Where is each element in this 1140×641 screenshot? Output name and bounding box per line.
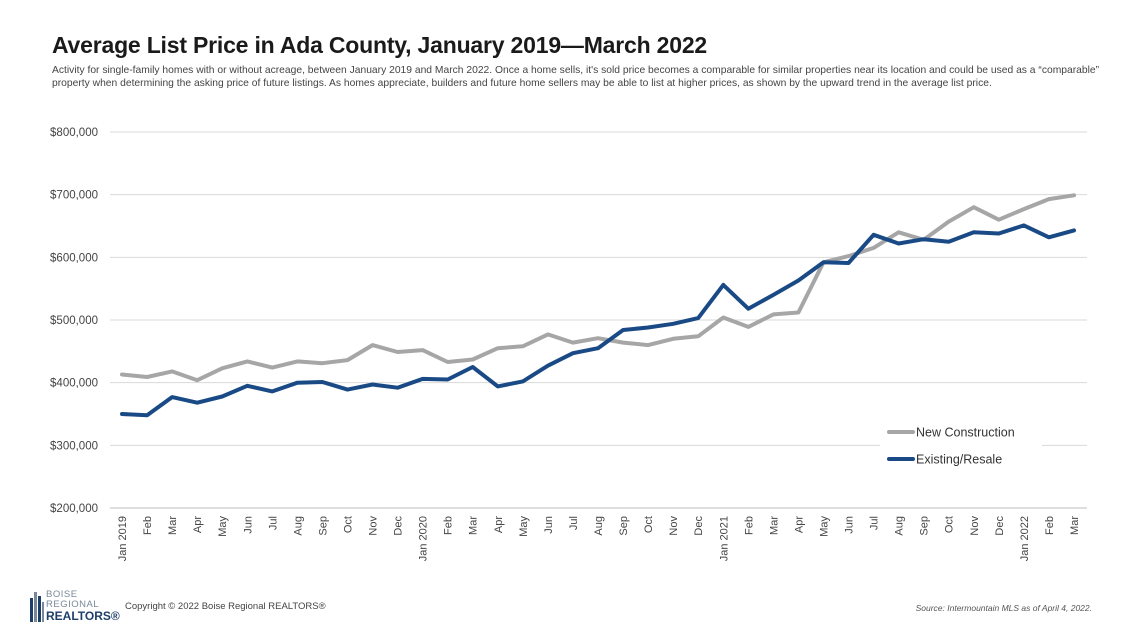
x-tick-label: Jul	[869, 516, 881, 530]
x-tick-label: Mar	[768, 516, 780, 535]
x-tick-label: Oct	[643, 516, 655, 533]
x-tick-label: Jun	[844, 516, 856, 534]
y-tick-label: $800,000	[50, 127, 98, 139]
logo-line-3: REALTORS®	[46, 609, 120, 623]
x-tick-label: Dec	[994, 516, 1006, 536]
x-tick-label: Feb	[443, 516, 455, 535]
x-tick-label: Jan 2022	[1019, 516, 1031, 561]
x-tick-label: Aug	[593, 516, 605, 536]
x-tick-label: Nov	[668, 516, 680, 536]
x-tick-label: May	[518, 516, 530, 537]
x-tick-label: Jan 2020	[418, 516, 430, 561]
chart-subtitle: Activity for single-family homes with or…	[52, 65, 1100, 89]
building-icon	[30, 592, 44, 622]
x-tick-label: Jun	[242, 516, 254, 534]
x-tick-label: Apr	[192, 516, 204, 533]
logo-line-2: REGIONAL	[46, 599, 100, 610]
y-tick-label: $700,000	[50, 190, 98, 202]
legend: New Construction Existing/Resale	[880, 420, 1042, 474]
x-tick-label: Nov	[969, 516, 981, 536]
x-tick-label: Jul	[568, 516, 580, 530]
legend-label: Existing/Resale	[916, 453, 1002, 467]
x-tick-label: Nov	[368, 516, 380, 536]
x-tick-label: Jan 2019	[117, 516, 129, 561]
brand-logo: BOISE REGIONAL REALTORS®	[30, 588, 125, 624]
x-tick-label: May	[217, 516, 229, 537]
legend-label: New Construction	[916, 426, 1015, 440]
series-lines	[120, 193, 1076, 418]
copyright-text: Copyright © 2022 Boise Regional REALTORS…	[125, 601, 326, 612]
x-tick-label: Jan 2021	[718, 516, 730, 561]
x-tick-label: Aug	[894, 516, 906, 536]
x-axis-ticks: Jan 2019 Feb Mar Apr May Jun Jul Aug Sep Oct Nov De…	[117, 516, 1081, 562]
x-tick-label: Sep	[618, 516, 630, 536]
y-axis-ticks: $200,000 $300,000 $400,000 $500,000 $600,000…	[50, 127, 98, 515]
x-tick-label: Dec	[393, 516, 405, 536]
x-tick-label: Oct	[944, 516, 956, 533]
x-tick-label: May	[818, 516, 830, 537]
source-note: Source: Intermountain MLS as of April 4,…	[915, 603, 1092, 613]
legend-box	[880, 420, 1042, 474]
x-tick-label: Apr	[793, 516, 805, 533]
x-tick-label: Dec	[693, 516, 705, 536]
x-tick-label: Sep	[317, 516, 329, 536]
x-tick-label: Mar	[1069, 516, 1081, 535]
x-tick-label: Feb	[1044, 516, 1056, 535]
x-tick-label: Jul	[267, 516, 279, 530]
y-tick-label: $500,000	[50, 315, 98, 327]
x-tick-label: Feb	[142, 516, 154, 535]
y-tick-label: $300,000	[50, 440, 98, 452]
x-tick-label: Jun	[543, 516, 555, 534]
x-tick-label: Mar	[468, 516, 480, 535]
y-tick-label: $600,000	[50, 252, 98, 264]
chart-title: Average List Price in Ada County, Januar…	[52, 32, 708, 58]
series-line-new-construction	[120, 193, 1076, 383]
y-tick-label: $400,000	[50, 378, 98, 390]
y-tick-label: $200,000	[50, 503, 98, 515]
x-tick-label: Aug	[292, 516, 304, 536]
x-tick-label: Feb	[743, 516, 755, 535]
x-tick-label: Mar	[167, 516, 179, 535]
x-tick-label: Apr	[493, 516, 505, 533]
x-tick-label: Oct	[342, 516, 354, 533]
x-tick-label: Sep	[919, 516, 931, 536]
logo-line-1: BOISE	[46, 589, 78, 600]
